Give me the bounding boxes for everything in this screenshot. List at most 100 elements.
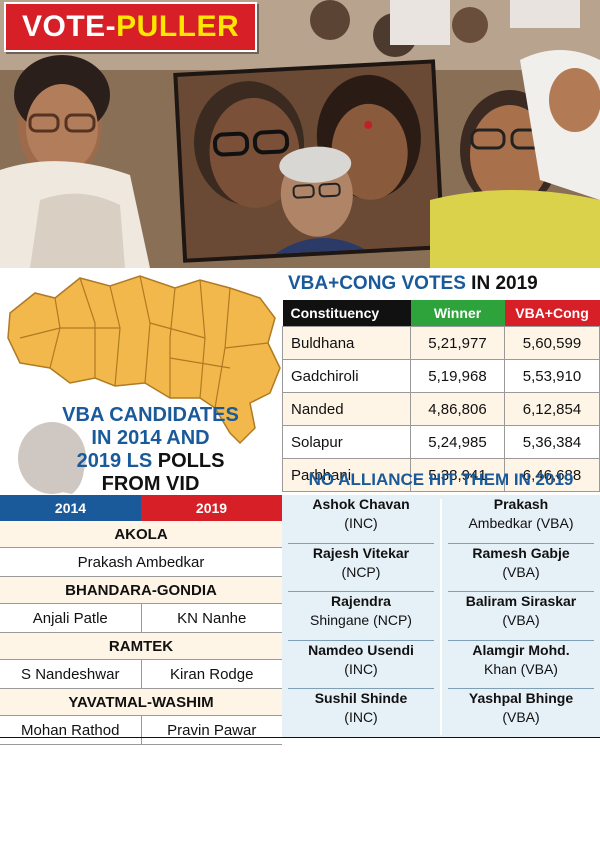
candidate-name: Alamgir Mohd. [472, 641, 570, 658]
table-row: Solapur 5,24,985 5,36,384 [282, 425, 600, 459]
row-separator [448, 542, 594, 544]
headline-part1: VOTE- [22, 10, 117, 43]
table-row: Nanded 4,86,806 6,12,854 [282, 392, 600, 426]
candidate-name: Rajesh Vitekar [312, 544, 410, 561]
constituency-group-label: RAMTEK [0, 633, 282, 660]
candidate-2019: Kiran Rodge [140, 660, 283, 688]
no-alliance-title: NO ALLIANCE HIT THEM IN 2019 [308, 470, 574, 489]
map-title-line4: FROM VID [101, 473, 200, 495]
row-separator [288, 688, 434, 690]
candidate-party: Khan (VBA) [484, 660, 558, 677]
winner-cell: 5,21,977 [410, 326, 505, 360]
candidate-party: (INC) [344, 660, 378, 677]
headline-part2: PULLER [116, 10, 240, 43]
vba-cong-cell: 6,12,854 [504, 392, 600, 426]
row-separator [448, 688, 594, 690]
vba-cong-cell: 5,36,384 [504, 425, 600, 459]
vba-cong-cell: 5,60,599 [504, 326, 600, 360]
winner-cell: 5,38,941 [410, 458, 505, 492]
candidate-name: Baliram Siraskar [465, 593, 577, 610]
candidate-cell: Alamgir Mohd. Khan (VBA) [442, 641, 600, 689]
vba-cong-cell: 5,53,910 [504, 359, 600, 393]
header-2019: 2019 [141, 495, 282, 521]
constituency-cell: Nanded [282, 392, 411, 426]
vba-cong-cell: 6,46,688 [504, 458, 600, 492]
bottom-rule [0, 737, 600, 738]
constituency-group-label: BHANDARA-GONDIA [0, 577, 282, 604]
candidate-both-years: Prakash Ambedkar [0, 548, 282, 577]
candidate-cell: Rajesh Vitekar (NCP) [282, 544, 440, 592]
candidate-row: S Nandeshwar Kiran Rodge [0, 660, 282, 689]
candidate-2019: KN Nanhe [140, 604, 283, 632]
no-alliance-grid: Ashok Chavan (INC) Prakash Ambedkar (VBA) Ra… [282, 495, 600, 738]
candidate-party: (VBA) [502, 563, 540, 580]
row-separator [448, 591, 594, 593]
candidate-cell: Baliram Siraskar (VBA) [442, 592, 600, 640]
candidate-party: Shingane (NCP) [310, 612, 412, 629]
candidate-cell: Prakash Ambedkar (VBA) [442, 495, 600, 543]
map-title-line3b: POLLS [157, 450, 225, 472]
candidate-2014: Anjali Patle [32, 610, 108, 627]
candidate-2014: S Nandeshwar [21, 666, 120, 683]
candidate-row: Mohan Rathod Pravin Pawar [0, 716, 282, 745]
constituency-group-label: AKOLA [0, 521, 282, 548]
votes-table: Constituency Winner VBA+Cong Buldhana 5,2… [282, 300, 600, 492]
candidate-name: Ashok Chavan [312, 496, 410, 512]
row-separator [448, 639, 594, 641]
constituency-cell: Gadchiroli [282, 359, 411, 393]
candidate-name: Sushil Shinde [314, 690, 408, 707]
winner-cell: 5,24,985 [410, 425, 505, 459]
candidate-row: Anjali Patle KN Nanhe [0, 604, 282, 633]
votes-title: VBA+CONG VOTES IN 2019 POLLS [282, 268, 600, 326]
votes-header-row: Constituency Winner VBA+Cong [282, 300, 600, 327]
vidarbha-map-area [0, 268, 282, 495]
winner-cell: 4,86,806 [410, 392, 505, 426]
candidate-party: Ambedkar (VBA) [468, 515, 574, 531]
constituency-cell: Buldhana [282, 326, 411, 360]
photo-banner: VOTE-PULLER [0, 0, 600, 268]
no-alliance-divider [440, 499, 442, 735]
map-title-line1: VBA CANDIDATES [62, 404, 239, 426]
header-winner: Winner [410, 300, 505, 327]
candidate-party: (NCP) [341, 563, 381, 580]
candidate-cell: Sushil Shinde (INC) [282, 689, 440, 737]
candidate-party: (INC) [344, 515, 378, 531]
candidates-header: 2014 2019 [0, 495, 282, 521]
table-row: Buldhana 5,21,977 5,60,599 [282, 326, 600, 360]
map-title-line3a: 2019 LS [76, 450, 158, 472]
constituency-cell: Solapur [282, 425, 411, 459]
candidate-party: (INC) [344, 709, 378, 726]
map-title-line2: IN 2014 AND [91, 427, 210, 449]
table-row: Parbhani 5,38,941 6,46,688 [282, 458, 600, 492]
row-separator [288, 591, 434, 593]
candidate-party: (VBA) [502, 612, 540, 629]
crowd-photo-illustration [0, 0, 600, 268]
candidate-cell: Rajendra Shingane (NCP) [282, 592, 440, 640]
candidate-2014: Mohan Rathod [21, 722, 120, 739]
header-constituency: Constituency [282, 300, 411, 327]
row-separator [288, 542, 434, 544]
candidate-name: Prakash [493, 496, 549, 512]
header-2014: 2014 [0, 495, 141, 521]
candidate-cell: Yashpal Bhinge (VBA) [442, 689, 600, 737]
candidate-cell: Ashok Chavan (INC) [282, 495, 440, 543]
table-row: Gadchiroli 5,19,968 5,53,910 [282, 359, 600, 393]
candidate-cell: Namdeo Usendi (INC) [282, 641, 440, 689]
candidate-2019: Pravin Pawar [140, 716, 283, 744]
constituency-cell: Parbhani [282, 458, 411, 492]
candidate-name: Yashpal Bhinge [468, 690, 574, 707]
map-title: VBA CANDIDATES IN 2014 AND 2019 LS POLLS… [18, 404, 283, 496]
candidate-name: Namdeo Usendi [308, 641, 414, 658]
constituency-group-label: YAVATMAL-WASHIM [0, 689, 282, 716]
headline-badge: VOTE-PULLER [4, 2, 258, 52]
candidate-name: Ramesh Gabje [472, 544, 570, 561]
vidarbha-map-icon [7, 275, 281, 494]
row-separator [288, 639, 434, 641]
header-vba-cong: VBA+Cong [504, 300, 600, 327]
candidate-cell: Ramesh Gabje (VBA) [442, 544, 600, 592]
candidate-name: Rajendra [331, 593, 391, 610]
winner-cell: 5,19,968 [410, 359, 505, 393]
votes-title-blue: VBA+CONG VOTES [288, 273, 466, 294]
candidate-party: (VBA) [502, 709, 540, 726]
